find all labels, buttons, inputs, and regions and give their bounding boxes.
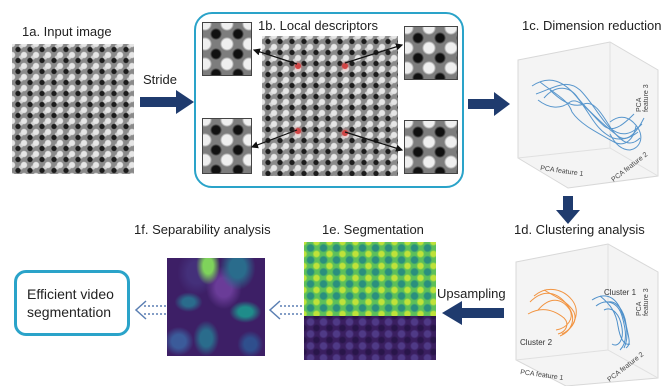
upsampling-label: Upsampling xyxy=(437,286,506,301)
descriptor-patch-bottom-left xyxy=(202,118,252,174)
clustering-analysis-title: 1d. Clustering analysis xyxy=(514,222,645,237)
arrow-to-clustering xyxy=(556,196,580,224)
arrow-to-dimension-reduction xyxy=(468,92,510,116)
descriptor-patch-bottom-right xyxy=(404,120,458,174)
output-line-1: Efficient video xyxy=(27,286,114,302)
stride-label: Stride xyxy=(143,72,177,87)
segmentation-region-top xyxy=(304,242,436,316)
sample-point-3 xyxy=(295,128,301,134)
input-image-title: 1a. Input image xyxy=(22,24,112,39)
cluster-1-label: Cluster 1 xyxy=(604,288,637,297)
efficient-video-segmentation-box: Efficient video segmentation xyxy=(14,270,130,336)
input-image xyxy=(12,44,134,174)
descriptor-patch-top-left xyxy=(202,22,252,76)
separability-analysis-title: 1f. Separability analysis xyxy=(134,222,271,237)
sample-point-1 xyxy=(295,63,301,69)
separability-image xyxy=(167,258,265,356)
output-line-2: segmentation xyxy=(27,304,112,320)
local-descriptors-title: 1b. Local descriptors xyxy=(258,18,378,33)
sample-point-4 xyxy=(342,130,348,136)
dotted-arrow-to-output xyxy=(134,300,166,320)
pca-cube-1c xyxy=(517,41,659,189)
dimension-reduction-plot: PCA feature 1 PCA feature 2 PCA feature … xyxy=(510,38,660,196)
descriptor-source-image xyxy=(262,36,398,176)
local-descriptors-box xyxy=(194,12,464,188)
segmentation-title: 1e. Segmentation xyxy=(322,222,424,237)
stride-arrow xyxy=(140,90,194,114)
cluster-2-label: Cluster 2 xyxy=(520,338,553,347)
dotted-arrow-to-separability xyxy=(268,300,302,320)
clustering-plot: Cluster 1 Cluster 2 PCA feature 1 PCA fe… xyxy=(508,240,660,386)
sample-point-2 xyxy=(342,63,348,69)
pca-axis-1d-z: PCA feature 3 xyxy=(636,288,650,316)
dimension-reduction-title: 1c. Dimension reduction xyxy=(522,18,662,33)
descriptor-patch-top-right xyxy=(404,26,458,80)
segmentation-image xyxy=(304,242,436,360)
pca-axis-1c-z: PCA feature 3 xyxy=(636,84,650,112)
pca-cube-1d xyxy=(515,243,659,386)
segmentation-region-bottom xyxy=(304,316,436,360)
upsampling-arrow xyxy=(442,301,504,325)
